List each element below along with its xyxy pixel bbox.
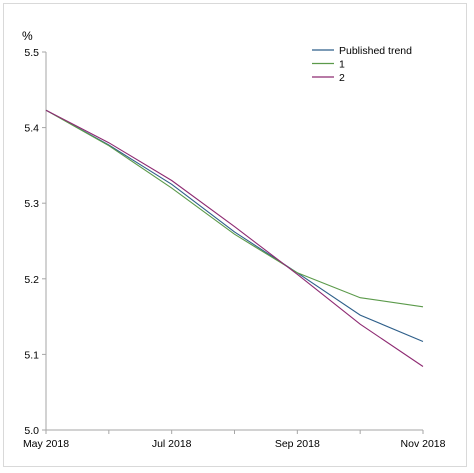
y-tick-label: 5.4 — [24, 123, 39, 135]
y-tick-label: 5.3 — [24, 198, 39, 210]
series-line-1 — [45, 109, 424, 343]
y-tick-label: 5.5 — [24, 47, 39, 59]
series-line-2 — [45, 109, 424, 308]
series-lines — [45, 109, 424, 367]
x-tick-label: Sep 2018 — [275, 438, 320, 450]
legend-label-2: 1 — [339, 59, 345, 71]
legend-label-1: Published trend — [339, 45, 412, 57]
y-axis-ticks: 5.0 5.1 5.2 5.3 5.4 5.5 — [24, 47, 46, 437]
legend: Published trend 12 — [312, 45, 412, 84]
y-axis-label: % — [22, 29, 33, 43]
legend-label-3: 2 — [339, 72, 345, 84]
axes — [45, 52, 423, 431]
y-tick-label: 5.2 — [24, 274, 39, 286]
x-tick-label: Jul 2018 — [152, 438, 192, 450]
x-axis-ticks: May 2018 Jul 2018 Sep 2018 Nov 2018 — [23, 430, 446, 450]
x-tick-label: May 2018 — [23, 438, 69, 450]
series-line-3 — [45, 109, 424, 367]
x-tick-label: Nov 2018 — [401, 438, 446, 450]
y-tick-label: 5.0 — [24, 425, 39, 437]
y-tick-label: 5.1 — [24, 349, 39, 361]
